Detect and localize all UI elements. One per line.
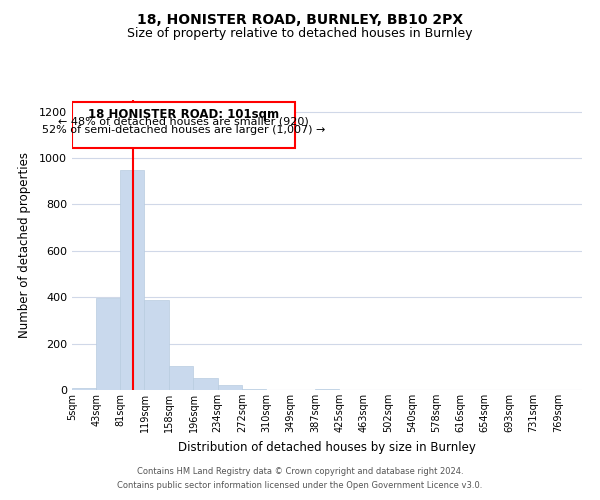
Bar [169,366,193,390]
Text: Contains HM Land Registry data © Crown copyright and database right 2024.: Contains HM Land Registry data © Crown c… [137,467,463,476]
FancyBboxPatch shape [72,102,295,148]
Text: 18 HONISTER ROAD: 101sqm: 18 HONISTER ROAD: 101sqm [88,108,279,121]
Text: 18, HONISTER ROAD, BURNLEY, BB10 2PX: 18, HONISTER ROAD, BURNLEY, BB10 2PX [137,12,463,26]
Text: Size of property relative to detached houses in Burnley: Size of property relative to detached ho… [127,28,473,40]
Bar [218,386,242,390]
Text: 52% of semi-detached houses are larger (1,007) →: 52% of semi-detached houses are larger (… [41,125,325,135]
Text: ← 48% of detached houses are smaller (920): ← 48% of detached houses are smaller (92… [58,116,308,126]
Bar [193,378,218,390]
Bar [145,300,169,390]
Bar [315,389,339,390]
X-axis label: Distribution of detached houses by size in Burnley: Distribution of detached houses by size … [178,440,476,454]
Bar [72,388,96,390]
Y-axis label: Number of detached properties: Number of detached properties [17,152,31,338]
Bar [121,170,145,390]
Bar [242,389,266,390]
Bar [96,298,121,390]
Text: Contains public sector information licensed under the Open Government Licence v3: Contains public sector information licen… [118,481,482,490]
